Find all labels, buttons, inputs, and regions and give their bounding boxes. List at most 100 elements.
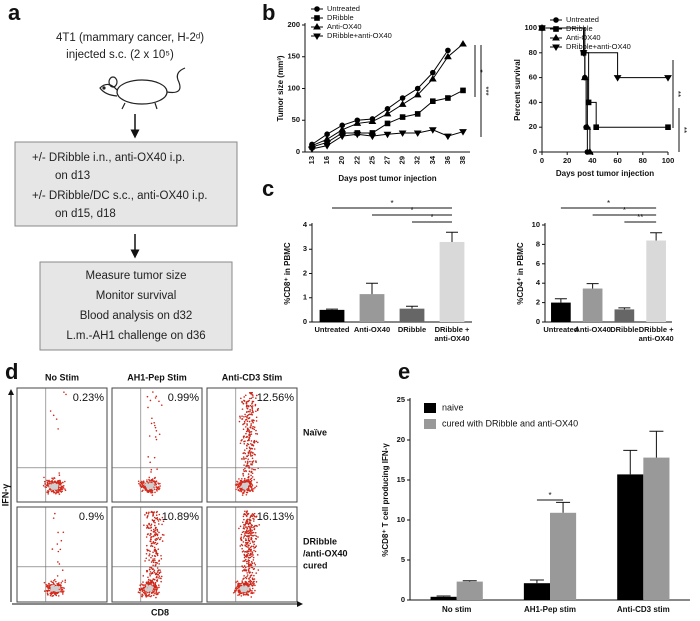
data-point xyxy=(444,133,452,141)
legend-marker xyxy=(552,34,560,41)
significance-label: * xyxy=(623,206,626,215)
flow-dot xyxy=(251,472,254,475)
flow-dot xyxy=(155,438,158,441)
flow-dot xyxy=(56,543,59,545)
flow-dot xyxy=(61,569,64,572)
flow-dot xyxy=(52,594,55,597)
y-tick-label: 60 xyxy=(529,73,537,82)
flow-dot xyxy=(153,555,156,557)
flow-dot xyxy=(146,524,148,527)
flow-dot xyxy=(148,593,151,595)
flow-dot xyxy=(247,556,250,559)
flow-dot xyxy=(156,517,159,519)
flow-dot xyxy=(250,548,252,551)
flow-dot xyxy=(64,489,67,492)
error-bar xyxy=(462,580,477,582)
data-point xyxy=(579,50,588,57)
flow-dot xyxy=(149,550,151,553)
flow-dot xyxy=(242,541,245,543)
flow-dot xyxy=(160,575,163,578)
flow-dot xyxy=(242,452,245,455)
flow-dot xyxy=(156,533,159,536)
flow-dot xyxy=(241,400,243,403)
flow-dot xyxy=(51,482,54,484)
flow-dot xyxy=(58,485,61,488)
flow-dot xyxy=(248,536,250,538)
data-point xyxy=(583,123,592,130)
data-point xyxy=(353,131,362,139)
flow-dot xyxy=(253,426,256,428)
flow-dot xyxy=(251,540,254,543)
flow-dot xyxy=(149,461,151,464)
bar xyxy=(430,596,457,600)
flow-dot xyxy=(251,571,254,574)
flow-dot xyxy=(243,526,245,528)
flow-dot xyxy=(158,518,161,520)
flow-dot xyxy=(149,587,152,590)
flow-dot xyxy=(249,454,252,456)
flow-dot xyxy=(241,415,243,417)
flow-dot xyxy=(48,482,51,484)
row-label: /anti-OX40 xyxy=(303,548,348,558)
flow-dot xyxy=(241,565,243,567)
flow-dot xyxy=(141,483,143,486)
flow-dot xyxy=(154,531,157,534)
flow-dot xyxy=(247,546,249,548)
flow-dot xyxy=(249,576,251,579)
flow-dot xyxy=(64,581,66,583)
flow-dot xyxy=(53,580,55,582)
flow-dot xyxy=(244,568,246,570)
flow-dot xyxy=(245,560,248,563)
flow-dot xyxy=(253,514,255,517)
flow-dot xyxy=(249,460,251,463)
flow-dot xyxy=(246,550,248,552)
flow-dot xyxy=(243,458,246,460)
flow-dot xyxy=(60,582,63,584)
flow-dot xyxy=(235,581,237,583)
flow-dot xyxy=(58,563,61,565)
flow-dot xyxy=(58,472,60,474)
flow-dot xyxy=(57,531,59,534)
flow-dot xyxy=(156,552,159,555)
flow-dot xyxy=(155,593,158,596)
x-tick-label: Anti-CD3 stim xyxy=(617,605,670,614)
flow-dot xyxy=(156,567,159,569)
significance-label: *** xyxy=(481,86,490,95)
flow-dot xyxy=(152,535,154,538)
diagram-text: 4T1 (mammary cancer, H-2ᵈ) xyxy=(56,32,204,44)
data-point xyxy=(384,120,391,127)
flow-dot xyxy=(242,491,245,494)
x-tick-label: 38 xyxy=(458,156,467,164)
flow-dot xyxy=(239,442,242,445)
flow-dot xyxy=(248,580,250,583)
flow-dot xyxy=(242,569,245,571)
flow-dot xyxy=(251,590,253,592)
flow-dot xyxy=(244,452,247,455)
x-tick-label: AH1-Pep stim xyxy=(524,605,576,614)
flow-dot xyxy=(239,525,242,528)
flow-dot xyxy=(245,558,247,561)
flow-dot xyxy=(244,394,247,397)
flow-dot xyxy=(163,534,165,536)
flow-dot xyxy=(62,531,65,534)
flow-dot xyxy=(50,591,53,593)
flow-dot xyxy=(246,572,248,574)
flow-dot xyxy=(243,435,245,438)
flow-dot xyxy=(154,581,157,584)
flow-dot xyxy=(246,520,249,522)
flow-dot xyxy=(159,569,161,571)
flow-dot xyxy=(52,587,55,590)
data-point xyxy=(414,111,421,117)
flow-dot xyxy=(152,594,155,597)
flow-dot xyxy=(64,579,67,582)
flow-dot xyxy=(252,531,255,534)
flow-dot xyxy=(146,490,149,492)
flow-dot xyxy=(251,555,253,558)
flow-dot xyxy=(161,523,163,526)
flow-dot xyxy=(153,549,156,551)
flow-dot xyxy=(240,536,243,539)
bar xyxy=(439,241,465,322)
flow-dot xyxy=(253,574,255,577)
flow-dot xyxy=(244,534,247,537)
panel-label: a xyxy=(8,0,21,25)
